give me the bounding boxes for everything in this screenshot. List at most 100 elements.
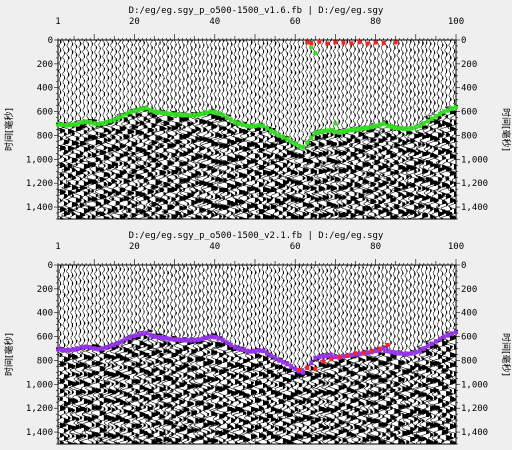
pick-marker [116, 340, 121, 346]
pick-marker [136, 107, 141, 113]
trace-fill [338, 45, 346, 218]
trace-fill [263, 41, 270, 219]
pick-marker [325, 128, 330, 133]
trace-fill [334, 266, 341, 444]
pick-marker [124, 111, 129, 117]
trace-fill [64, 269, 71, 441]
pick-marker [252, 123, 257, 129]
pick-marker [100, 346, 105, 351]
pick-marker [148, 108, 153, 113]
pick-marker [361, 126, 366, 131]
pick-marker [216, 111, 221, 116]
trace-fill [75, 265, 83, 444]
trace-fill [322, 270, 330, 440]
pick-marker [433, 339, 438, 344]
pick-marker [76, 346, 81, 351]
pick-marker [261, 123, 266, 129]
trace [243, 265, 258, 444]
x-tick-label: 1 [55, 17, 60, 27]
trace [128, 40, 144, 219]
pick-marker [269, 353, 274, 358]
y-tick-label-right: 400 [461, 84, 477, 94]
outlier-marker [297, 368, 302, 373]
trace [255, 265, 270, 444]
trace-fill [378, 45, 386, 215]
pick-marker [301, 145, 306, 150]
pick-marker [156, 334, 161, 340]
pick-marker [385, 123, 390, 129]
pick-marker [397, 126, 402, 131]
outlier-marker [337, 354, 342, 359]
y-tick-label-left: 400 [37, 84, 53, 94]
trace-fill [418, 40, 425, 216]
outlier-marker [365, 41, 370, 46]
pick-marker [108, 343, 113, 349]
pick-marker [309, 135, 314, 141]
trace-fill [119, 40, 126, 219]
trace [378, 40, 394, 219]
x-tick-label: 20 [129, 242, 140, 252]
pick-marker [429, 341, 434, 347]
x-tick-label: 100 [448, 17, 464, 27]
pick-marker [429, 116, 434, 122]
y-tick-label-right: 600 [461, 108, 477, 118]
y-tick-label-left: 1,000 [26, 155, 53, 165]
pick-marker [176, 337, 181, 342]
pick-marker [56, 121, 60, 127]
pick-marker [421, 346, 426, 351]
pick-marker [309, 45, 314, 50]
pick-marker [248, 124, 253, 129]
pick-marker [248, 349, 253, 354]
y-tick-label-right: 1,400 [461, 428, 488, 438]
y-tick-label-left: 600 [37, 108, 53, 118]
pick-marker [148, 333, 153, 338]
pick-marker [228, 342, 233, 348]
pick-marker [128, 334, 133, 340]
y-axis-label-left: 时间[毫秒] [3, 108, 15, 151]
pick-marker [277, 358, 282, 363]
pick-marker [357, 126, 362, 132]
outlier-marker [333, 40, 338, 45]
pick-marker [68, 347, 73, 353]
outlier-marker [393, 40, 398, 45]
trace-fill [422, 41, 430, 219]
pick-marker [454, 329, 458, 335]
trace-fill [362, 266, 370, 443]
seismic-panel-bottom[interactable]: D:/eg/eg.sgy_p_o500-1500_v2.1.fb | D:/eg… [0, 225, 512, 450]
pick-marker [449, 106, 454, 111]
trace-fill [211, 265, 219, 444]
pick-marker [413, 124, 418, 130]
pick-marker [80, 120, 85, 125]
trace-fill [342, 44, 349, 218]
pick-marker [321, 353, 326, 359]
pick-marker [180, 337, 185, 343]
seismic-panel-top[interactable]: D:/eg/eg.sgy_p_o500-1500_v1.6.fb | D:/eg… [0, 0, 512, 225]
pick-marker [204, 110, 209, 116]
trace-fill [326, 45, 334, 216]
x-tick-label: 100 [448, 242, 464, 252]
trace-fill [454, 265, 456, 444]
y-tick-label-left: 1,200 [26, 404, 53, 414]
pick-marker [180, 112, 185, 118]
pick-marker [56, 346, 60, 352]
pick-marker [152, 334, 157, 339]
y-tick-label-left: 1,400 [26, 203, 53, 213]
trace-fill [127, 40, 135, 219]
outlier-marker [329, 357, 334, 362]
pick-marker [112, 117, 117, 123]
pick-marker [405, 351, 410, 357]
trace-fill [402, 265, 409, 444]
x-tick-label: 20 [129, 17, 140, 27]
trace-fill [247, 266, 254, 441]
pick-marker [128, 109, 133, 115]
trace-fill [358, 266, 366, 441]
pick-marker [244, 123, 249, 129]
pick-marker [341, 128, 346, 134]
trace [228, 40, 242, 219]
pick-marker [84, 344, 89, 350]
pick-marker [104, 120, 109, 125]
pick-marker [389, 123, 394, 128]
y-axis-right: 0 200 400 600 800 1,000 1,200 1,400 [456, 261, 488, 445]
trace-fill [426, 41, 433, 216]
